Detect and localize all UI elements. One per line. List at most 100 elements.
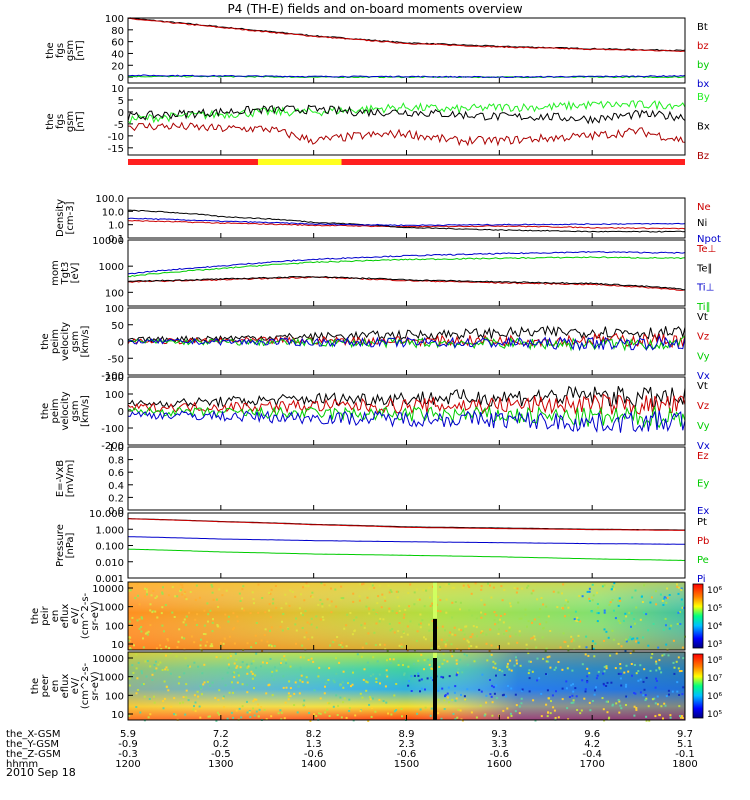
spectrogram-cell <box>542 603 545 606</box>
spectrogram-cell <box>161 606 164 609</box>
spectrogram-cell <box>310 617 313 620</box>
spectrogram-cell <box>552 590 555 593</box>
spectrogram-cell <box>379 643 382 646</box>
spectrogram-cell <box>228 666 230 669</box>
spectrogram-cell <box>395 590 398 593</box>
spectrogram-cell <box>545 605 548 608</box>
spectrogram-cell <box>177 682 180 685</box>
spectrogram-cell <box>423 659 426 662</box>
spectrogram-cell <box>494 662 497 665</box>
spectrogram-cell <box>345 716 348 719</box>
spectrogram-cell <box>625 685 627 688</box>
spectrogram-cell <box>266 662 268 664</box>
spectrogram-cell <box>545 703 548 706</box>
spectrogram-cell <box>483 603 486 606</box>
legend-entry: Ez <box>697 451 709 462</box>
spectrogram-cell <box>327 679 330 681</box>
spectrogram-cell <box>669 716 672 719</box>
spectrogram-cell <box>131 664 134 667</box>
spectrogram-cell <box>198 705 201 708</box>
spectrogram-cell <box>372 656 375 659</box>
spectrogram-cell <box>228 691 231 694</box>
spectrogram-cell <box>668 693 670 696</box>
spectrogram-cell <box>139 711 142 714</box>
spectrogram-cell <box>625 704 627 706</box>
spectrogram-cell <box>458 628 461 631</box>
spectrogram-cell <box>182 621 185 624</box>
colorbar-tick-label: 10⁸ <box>707 656 722 666</box>
spectrogram-cell <box>329 644 332 647</box>
spectrogram-cell <box>181 584 184 586</box>
spectrogram-cell <box>557 591 560 594</box>
spectrogram-cell <box>261 661 264 664</box>
spectrogram-cell <box>284 658 287 661</box>
spectrogram-cell <box>387 584 390 587</box>
spectrogram-cell <box>448 701 450 704</box>
spectrogram-cell <box>203 609 206 612</box>
spectrogram-cell <box>408 680 410 683</box>
y-axis-label: fgs <box>55 43 66 58</box>
spectrogram-cell <box>255 698 258 701</box>
spectrogram-cell <box>415 639 418 642</box>
spectrogram-cell <box>563 640 566 643</box>
spectrogram-cell <box>519 664 522 667</box>
spectrogram-cell <box>645 613 648 616</box>
spectrogram-cell <box>296 711 299 714</box>
spectrogram-cell <box>294 595 297 598</box>
spectrogram-cell <box>680 598 683 601</box>
spectrogram-cell <box>321 616 324 619</box>
spectrogram-cell <box>605 665 608 668</box>
spectrogram-cell <box>603 628 606 631</box>
spectrogram-cell <box>567 600 569 603</box>
spectrogram-cell <box>629 652 632 655</box>
spectrogram-cell <box>557 716 560 719</box>
spectrogram-cell <box>468 609 471 612</box>
spectrogram-cell <box>200 686 202 689</box>
spectrogram-cell <box>274 585 277 587</box>
spectrogram-cell <box>454 699 457 702</box>
spectrogram-cell <box>289 589 292 592</box>
spectrogram-cell <box>151 611 154 614</box>
spectrogram-cell <box>515 656 517 659</box>
spectrogram-cell <box>365 689 368 692</box>
spectrogram-cell <box>146 590 148 593</box>
legend-entry: Ey <box>697 479 709 490</box>
spectrogram-cell <box>426 677 429 680</box>
spectrogram-cell <box>211 591 214 594</box>
spectrogram-cell <box>579 712 582 715</box>
spectrogram-cell <box>185 623 188 626</box>
spectrogram-cell <box>235 666 238 669</box>
y-axis-label: velocity <box>60 391 71 430</box>
spectrogram-cell <box>450 643 453 646</box>
spectrogram-cell <box>628 638 630 641</box>
spectrogram-cell <box>128 714 131 717</box>
spectrogram-cell <box>195 584 198 587</box>
spectrogram-cell <box>439 610 442 613</box>
spectrogram-cell <box>491 714 494 717</box>
data-gap-edge <box>433 652 437 658</box>
spectrogram-cell <box>656 703 659 706</box>
spectrogram-cell <box>371 584 374 587</box>
spectrogram-cell <box>403 672 406 675</box>
spectrogram-cell <box>561 592 563 595</box>
legend-entry: Vt <box>697 381 708 392</box>
spectrogram-cell <box>528 669 531 672</box>
spectrogram-cell <box>236 665 239 668</box>
spectrogram-cell <box>553 709 556 712</box>
y-axis-label: gsm <box>70 331 81 352</box>
spectrogram-cell <box>557 661 560 663</box>
legend-entry: Pt <box>697 517 707 528</box>
spectrogram-cell <box>481 673 484 676</box>
spectrogram-cell <box>617 599 620 602</box>
y-tick-label: 100 <box>105 390 124 401</box>
y-tick-label: 50 <box>111 321 124 332</box>
spectrogram-cell <box>429 596 431 599</box>
spectrogram-cell <box>211 621 214 624</box>
spectrogram-cell <box>135 667 138 670</box>
spectrogram-cell <box>630 612 633 615</box>
spectrogram-cell <box>454 685 457 688</box>
legend-entry: Ne <box>697 202 711 213</box>
spectrogram-cell <box>313 689 316 692</box>
